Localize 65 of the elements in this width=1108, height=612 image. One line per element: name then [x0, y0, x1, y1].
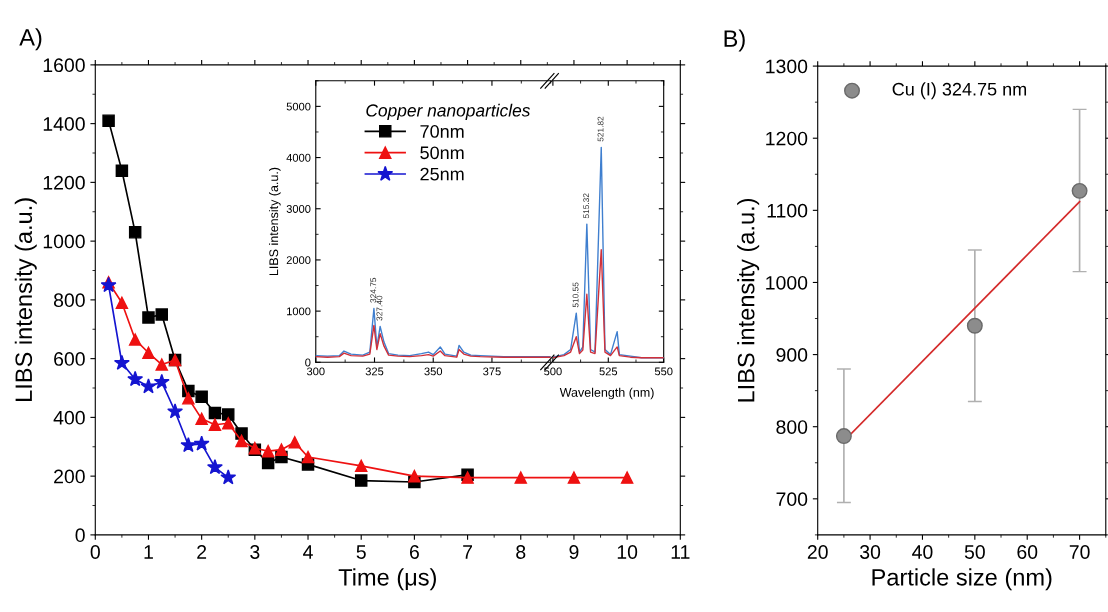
x-tick-label: 4: [303, 545, 313, 559]
x-tick-label: 300: [306, 367, 325, 376]
x-tick-label: 550: [654, 367, 673, 376]
y-tick-label: 400: [53, 410, 85, 425]
y-tick-label: 1100: [767, 203, 808, 218]
y-tick-label: 200: [54, 469, 85, 484]
x-tick-label: 70: [1069, 545, 1090, 559]
x-tick-label: 20: [807, 545, 828, 559]
legend-label: 50nm: [420, 146, 464, 160]
x-tick-label: 40: [912, 545, 933, 559]
x-tick-label: 1: [144, 545, 153, 559]
x-tick-label: 325: [365, 367, 384, 376]
y-tick-label: 5000: [286, 102, 311, 111]
x-axis-title: Particle size (nm): [872, 568, 1052, 591]
y-tick-label: 800: [776, 420, 808, 434]
y-tick-label: 700: [776, 492, 808, 507]
x-tick-label: 50: [964, 545, 985, 559]
annotation: 515.32: [583, 193, 590, 219]
y-tick-label: 900: [776, 348, 808, 362]
x-tick-label: 500: [544, 367, 562, 376]
y-tick-label: 0: [75, 528, 85, 543]
x-tick-label: 9: [569, 545, 579, 559]
y-tick-label: 1300: [766, 59, 808, 74]
x-tick-label: 375: [483, 367, 501, 376]
y-axis-title: LIBS intensity (a.u.): [737, 198, 760, 402]
y-tick-label: 4000: [286, 153, 311, 162]
y-tick-label: 1200: [766, 131, 808, 146]
y-tick-label: 1400: [43, 117, 85, 131]
annotation: 324.75: [370, 277, 377, 303]
legend-label: 25nm: [420, 167, 464, 181]
annotation: 521.82: [597, 116, 604, 142]
y-tick-label: 1000: [43, 234, 85, 249]
x-tick-label: 30: [860, 545, 881, 559]
x-tick-label: 2: [197, 545, 207, 559]
legend-label: Cu (I) 324.75 nm: [892, 82, 1027, 100]
x-tick-label: 8: [516, 545, 526, 559]
y-tick-label: 2000: [286, 256, 311, 265]
annotation: 327.40: [376, 295, 383, 321]
y-axis-title: LIBS intensity (a.u.): [14, 198, 37, 401]
x-tick-label: 350: [424, 367, 443, 376]
x-axis-title: Wavelength (nm): [559, 387, 654, 400]
legend-title: Copper nanoparticles: [366, 103, 531, 121]
x-tick-label: 0: [90, 545, 100, 559]
annotation: 510.55: [572, 282, 579, 308]
y-tick-label: 0: [305, 358, 311, 367]
chart-title: A): [19, 28, 42, 51]
y-tick-label: 1600: [43, 58, 85, 73]
x-tick-label: 7: [463, 545, 473, 559]
chart-title: B): [724, 29, 745, 52]
y-tick-label: 600: [54, 352, 85, 366]
x-tick-label: 6: [409, 545, 419, 559]
y-axis-title: LIBS intensity (a.u.): [269, 167, 281, 276]
y-tick-label: 1000: [766, 275, 808, 290]
x-tick-label: 5: [356, 545, 366, 559]
x-tick-label: 525: [599, 367, 618, 376]
x-axis-title: Time (μs): [338, 568, 436, 591]
y-tick-label: 1200: [43, 175, 85, 190]
y-tick-label: 1000: [287, 307, 311, 316]
y-tick-label: 3000: [286, 205, 311, 213]
y-tick-label: 800: [53, 293, 85, 308]
x-tick-label: 60: [1017, 545, 1038, 559]
x-tick-label: 3: [250, 545, 260, 559]
x-tick-label: 10: [617, 545, 638, 559]
legend-label: 70nm: [420, 125, 464, 138]
x-tick-label: 11: [671, 545, 690, 559]
